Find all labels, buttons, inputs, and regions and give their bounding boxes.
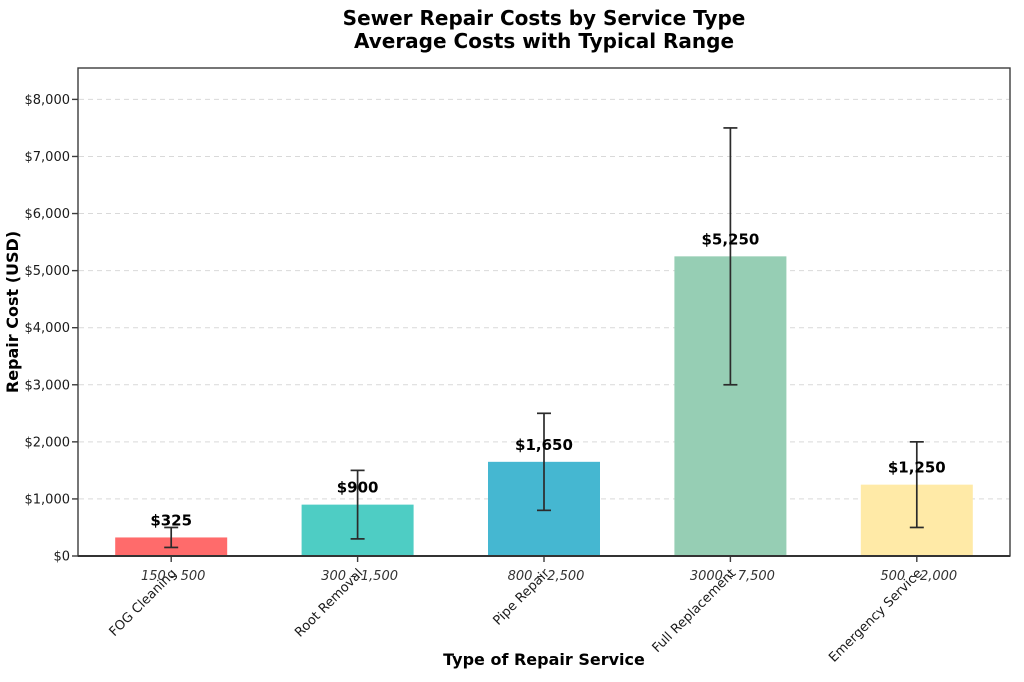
error-bars [164,127,924,549]
range-label: 300 – 1,500 [321,569,398,584]
range-label: 150 – 500 [141,569,205,584]
y-tick-label: $8,000 [25,93,71,108]
y-tick-label: $5,000 [25,264,71,279]
y-tick-label: $3,000 [25,378,71,393]
value-label: $325 [150,511,192,529]
y-tick-label: $4,000 [25,321,71,336]
y-axis-title: Repair Cost (USD) [3,231,22,393]
chart-subtitle: Average Costs with Typical Range [354,29,734,53]
range-label: 800 – 2,500 [508,569,585,584]
y-tick-label: $7,000 [25,150,71,165]
value-label: $900 [337,479,379,497]
range-annotations: 150 – 500 300 – 1,500 800 – 2,500 3000 – 7,… [141,569,957,584]
y-tick-label: $6,000 [25,207,71,222]
chart-title: Sewer Repair Costs by Service Type [343,6,746,30]
range-label: 3000 – 7,500 [690,569,775,584]
value-label: $1,650 [515,436,573,454]
value-label: $1,250 [888,459,946,477]
value-labels: $325 $900 $1,650 $5,250 $1,250 [150,230,945,529]
tick-marks [72,98,918,562]
y-tick-label: $2,000 [25,435,71,450]
y-tick-labels: $0 $1,000 $2,000 $3,000 $4,000 $5,000 $6,000 $7… [25,93,71,565]
x-axis-title: Type of Repair Service [443,650,645,669]
y-tick-label: $0 [53,550,70,565]
y-tick-label: $1,000 [25,492,71,507]
range-label: 500 – 2,000 [880,569,957,584]
gridlines [79,98,1009,500]
value-label: $5,250 [701,230,759,248]
